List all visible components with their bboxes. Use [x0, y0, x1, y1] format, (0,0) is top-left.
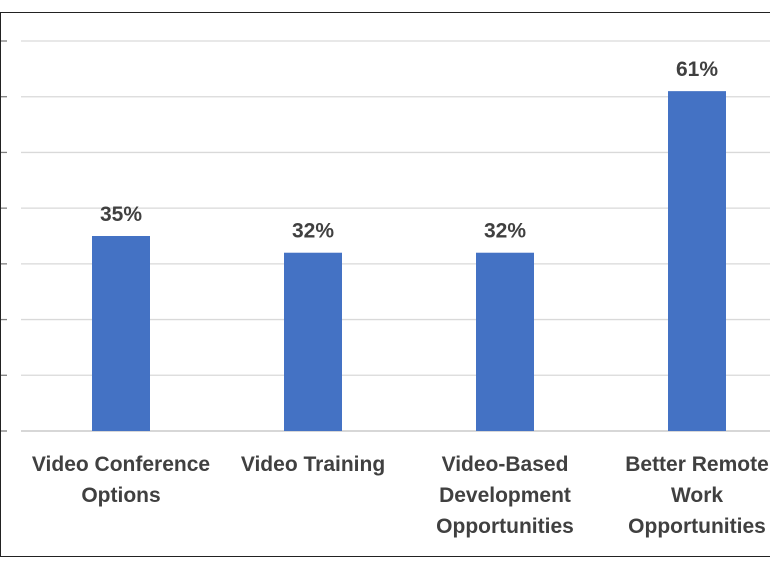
category-label: Video-Based Development Opportunities — [436, 453, 574, 538]
category-label: Better Remote Work Opportunities — [625, 453, 769, 538]
bars — [92, 91, 726, 432]
category-label: Video Training — [241, 453, 385, 476]
data-label: 32% — [292, 220, 334, 243]
bar — [284, 252, 342, 431]
data-label: 32% — [484, 220, 526, 243]
data-labels: 35% 32% 32% 61% — [100, 58, 718, 243]
bar — [668, 91, 726, 432]
category-labels: Video Conference Options Video Training Vid… — [32, 453, 769, 538]
chart-frame: 35% 32% 32% 61% Video Conference Options Vide… — [0, 12, 770, 557]
bar — [476, 252, 534, 431]
data-label: 35% — [100, 203, 142, 226]
bar — [92, 236, 150, 431]
bar-chart: 35%32% 32%61% Video Conference OptionsVide… — [1, 40, 770, 538]
category-label: Video Conference Options — [32, 453, 210, 507]
data-label: 61% — [676, 58, 718, 81]
